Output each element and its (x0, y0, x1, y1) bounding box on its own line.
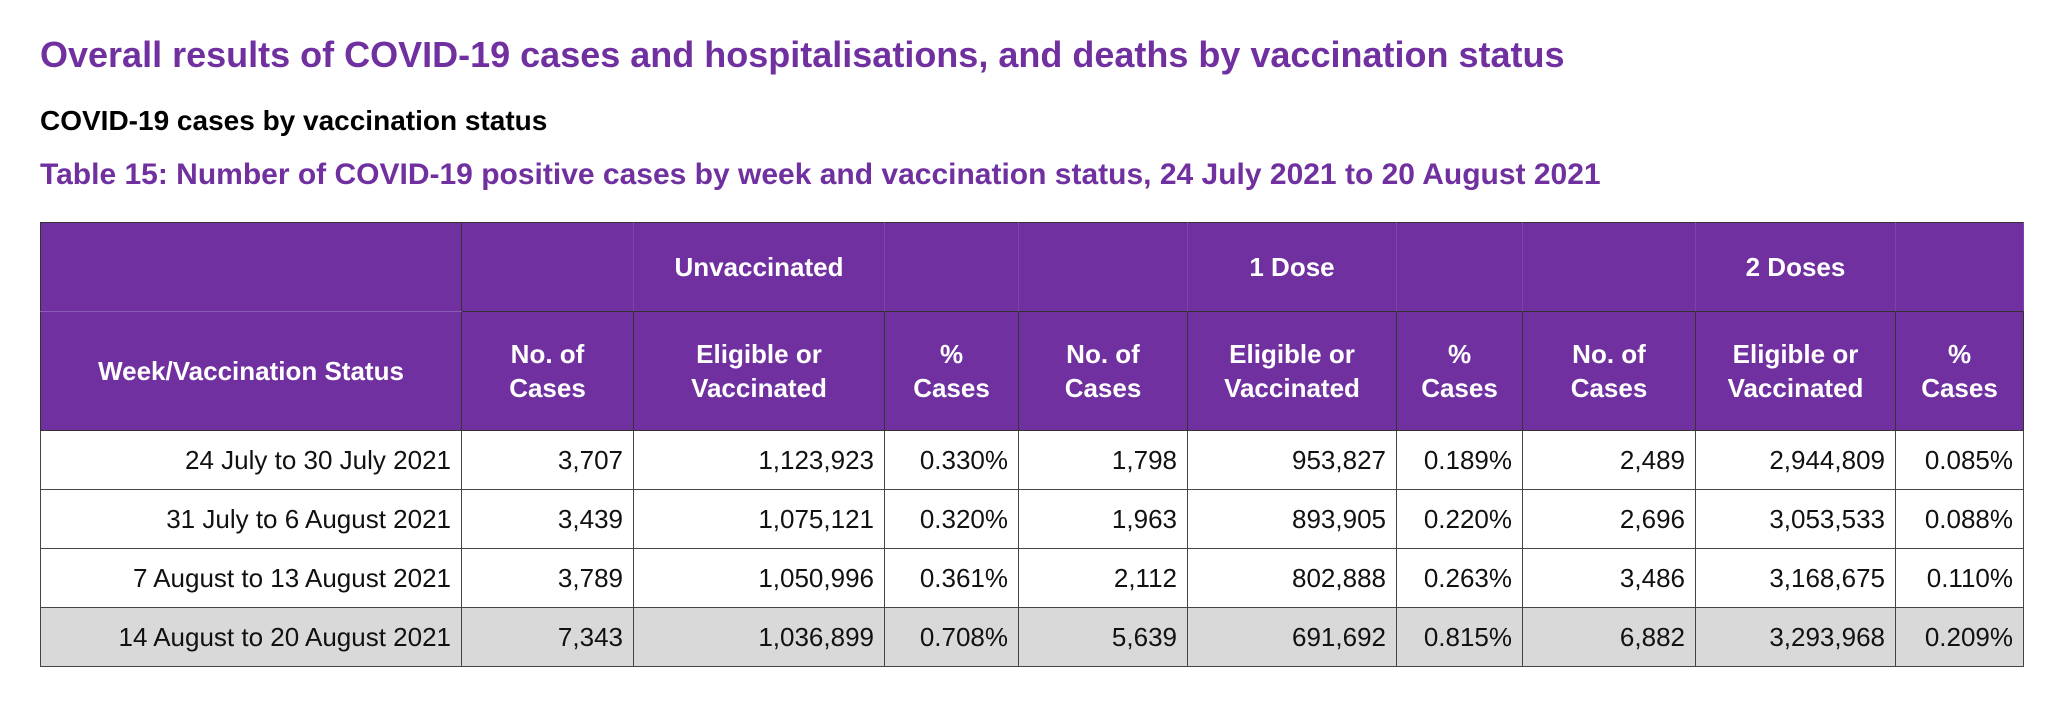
group-header-filler (1396, 222, 1523, 312)
value-cell: 0.209% (1895, 607, 2024, 667)
group-header-filler (1522, 222, 1696, 312)
value-cell: 3,168,675 (1695, 548, 1896, 608)
week-cell: 14 August to 20 August 2021 (40, 607, 462, 667)
column-header-line: % (939, 339, 964, 369)
value-cell: 5,639 (1018, 607, 1188, 667)
cases-by-vaccination-table: Unvaccinated 1 Dose 2 Doses Week/Vaccinati… (40, 222, 2024, 667)
group-header-filler (884, 222, 1019, 312)
value-cell: 3,293,968 (1695, 607, 1896, 667)
group-header-unvaccinated: Unvaccinated (633, 222, 885, 312)
column-header: % Cases (1895, 311, 2024, 431)
value-cell: 0.110% (1895, 548, 2024, 608)
column-header-line: Cases (1064, 373, 1142, 403)
table-row: 7 August to 13 August 2021 3,789 1,050,996… (40, 548, 2024, 608)
value-cell: 1,963 (1018, 489, 1188, 549)
column-header-line: Cases (1921, 373, 1998, 403)
value-cell: 6,882 (1522, 607, 1696, 667)
column-header: % Cases (1396, 311, 1523, 431)
table-row: 14 August to 20 August 2021 7,343 1,036,89… (40, 607, 2024, 667)
week-cell: 7 August to 13 August 2021 (40, 548, 462, 608)
column-header: No. of Cases (461, 311, 634, 431)
column-header-line: Cases (1570, 373, 1648, 403)
value-cell: 0.330% (884, 430, 1019, 490)
column-header-line: No. of (1572, 339, 1646, 369)
value-cell: 2,944,809 (1695, 430, 1896, 490)
section-title: Overall results of COVID-19 cases and ho… (40, 34, 1565, 75)
value-cell: 1,050,996 (633, 548, 885, 608)
column-header-line: Vaccinated (1224, 373, 1360, 403)
column-header-line: Eligible or (1732, 339, 1859, 369)
column-header-row: Week/Vaccination Status No. of Cases Eligi… (40, 311, 2024, 431)
column-header: Eligible or Vaccinated (1187, 311, 1397, 431)
value-cell: 0.263% (1396, 548, 1523, 608)
value-cell: 3,789 (461, 548, 634, 608)
week-cell: 31 July to 6 August 2021 (40, 489, 462, 549)
value-cell: 2,489 (1522, 430, 1696, 490)
value-cell: 0.189% (1396, 430, 1523, 490)
value-cell: 893,905 (1187, 489, 1397, 549)
value-cell: 1,036,899 (633, 607, 885, 667)
column-header: Eligible or Vaccinated (633, 311, 885, 431)
value-cell: 953,827 (1187, 430, 1397, 490)
column-header-line: Cases (913, 373, 990, 403)
column-header: % Cases (884, 311, 1019, 431)
group-header-row: Unvaccinated 1 Dose 2 Doses (40, 222, 2024, 312)
value-cell: 3,053,533 (1695, 489, 1896, 549)
column-header-line: % (1947, 339, 1972, 369)
value-cell: 1,123,923 (633, 430, 885, 490)
column-header: No. of Cases (1018, 311, 1188, 431)
column-header-line: Eligible or (1229, 339, 1355, 369)
group-header-filler (1895, 222, 2024, 312)
table-caption: Table 15: Number of COVID-19 positive ca… (40, 158, 1601, 191)
header-blank (40, 222, 462, 312)
value-cell: 802,888 (1187, 548, 1397, 608)
column-header-line: Cases (509, 373, 586, 403)
column-header-line: Vaccinated (1727, 373, 1864, 403)
value-cell: 0.815% (1396, 607, 1523, 667)
subsection-title: COVID-19 cases by vaccination status (40, 105, 548, 136)
value-cell: 1,798 (1018, 430, 1188, 490)
value-cell: 0.085% (1895, 430, 2024, 490)
value-cell: 0.361% (884, 548, 1019, 608)
column-header: No. of Cases (1522, 311, 1696, 431)
group-header-2-doses: 2 Doses (1695, 222, 1896, 312)
column-header-line: Eligible or (696, 339, 822, 369)
value-cell: 0.708% (884, 607, 1019, 667)
value-cell: 0.088% (1895, 489, 2024, 549)
week-status-header: Week/Vaccination Status (40, 311, 462, 431)
group-header-1-dose: 1 Dose (1187, 222, 1397, 312)
value-cell: 0.320% (884, 489, 1019, 549)
column-header-line: No. of (1066, 339, 1140, 369)
week-cell: 24 July to 30 July 2021 (40, 430, 462, 490)
table-row: 31 July to 6 August 2021 3,439 1,075,121 0.… (40, 489, 2024, 549)
value-cell: 2,112 (1018, 548, 1188, 608)
group-header-filler (461, 222, 634, 312)
value-cell: 691,692 (1187, 607, 1397, 667)
column-header-line: Vaccinated (691, 373, 827, 403)
value-cell: 2,696 (1522, 489, 1696, 549)
value-cell: 0.220% (1396, 489, 1523, 549)
value-cell: 1,075,121 (633, 489, 885, 549)
column-header: Eligible or Vaccinated (1695, 311, 1896, 431)
group-header-filler (1018, 222, 1188, 312)
value-cell: 7,343 (461, 607, 634, 667)
value-cell: 3,486 (1522, 548, 1696, 608)
value-cell: 3,707 (461, 430, 634, 490)
column-header-line: % (1447, 339, 1472, 369)
column-header-line: No. of (510, 339, 585, 369)
table-row: 24 July to 30 July 2021 3,707 1,123,923 0.3… (40, 430, 2024, 490)
value-cell: 3,439 (461, 489, 634, 549)
column-header-line: Cases (1421, 373, 1498, 403)
